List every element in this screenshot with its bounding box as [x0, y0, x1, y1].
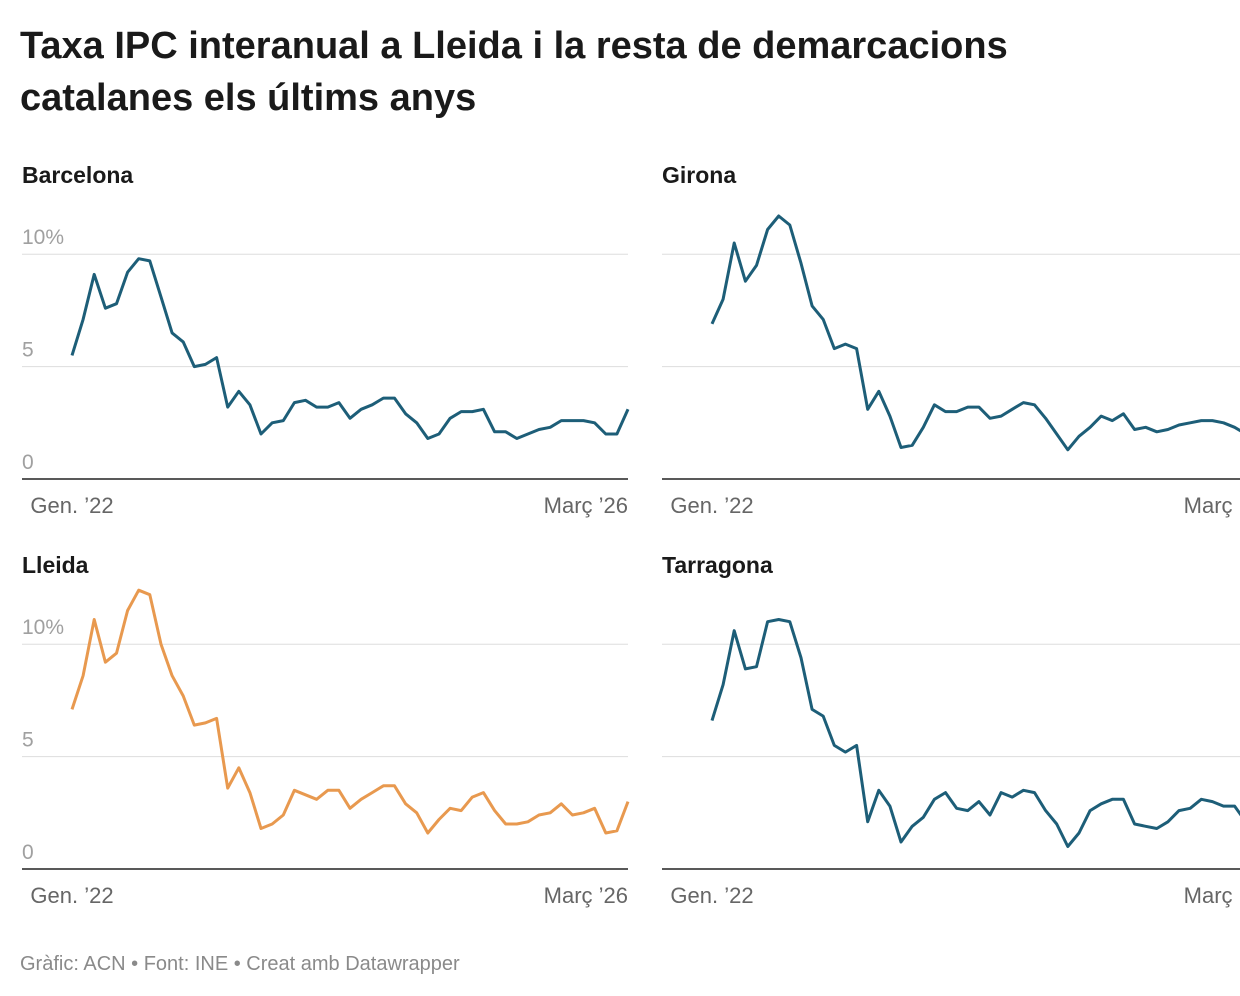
y-tick-label: 5	[22, 339, 34, 362]
x-tick-label: Març ’26	[1184, 493, 1240, 518]
panel-title: Barcelona	[22, 162, 133, 188]
panel-title: Girona	[662, 162, 736, 188]
chart-title: catalanes els últims anys	[20, 77, 476, 119]
line	[710, 214, 1240, 452]
x-tick-label: Gen. ’22	[30, 883, 113, 908]
panel-title: Lleida	[22, 552, 89, 578]
x-tick-label: Març ’26	[1184, 883, 1240, 908]
y-tick-label: 10%	[22, 226, 64, 249]
y-tick-label: 10%	[22, 616, 64, 639]
line	[70, 257, 630, 440]
chart-title: Taxa IPC interanual a Lleida i la resta …	[20, 25, 1008, 67]
line	[710, 618, 1240, 848]
x-tick-label: Gen. ’22	[30, 493, 113, 518]
line	[70, 588, 630, 835]
x-tick-label: Març ’26	[544, 883, 628, 908]
panel-title: Tarragona	[662, 552, 773, 578]
x-tick-label: Març ’26	[544, 493, 628, 518]
x-tick-label: Gen. ’22	[670, 883, 753, 908]
y-tick-label: 5	[22, 729, 34, 752]
footer: Gràfic: ACN • Font: INE • Creat amb Data…	[20, 953, 460, 975]
y-tick-label: 0	[22, 451, 34, 474]
x-tick-label: Gen. ’22	[670, 493, 753, 518]
y-tick-label: 0	[22, 841, 34, 864]
